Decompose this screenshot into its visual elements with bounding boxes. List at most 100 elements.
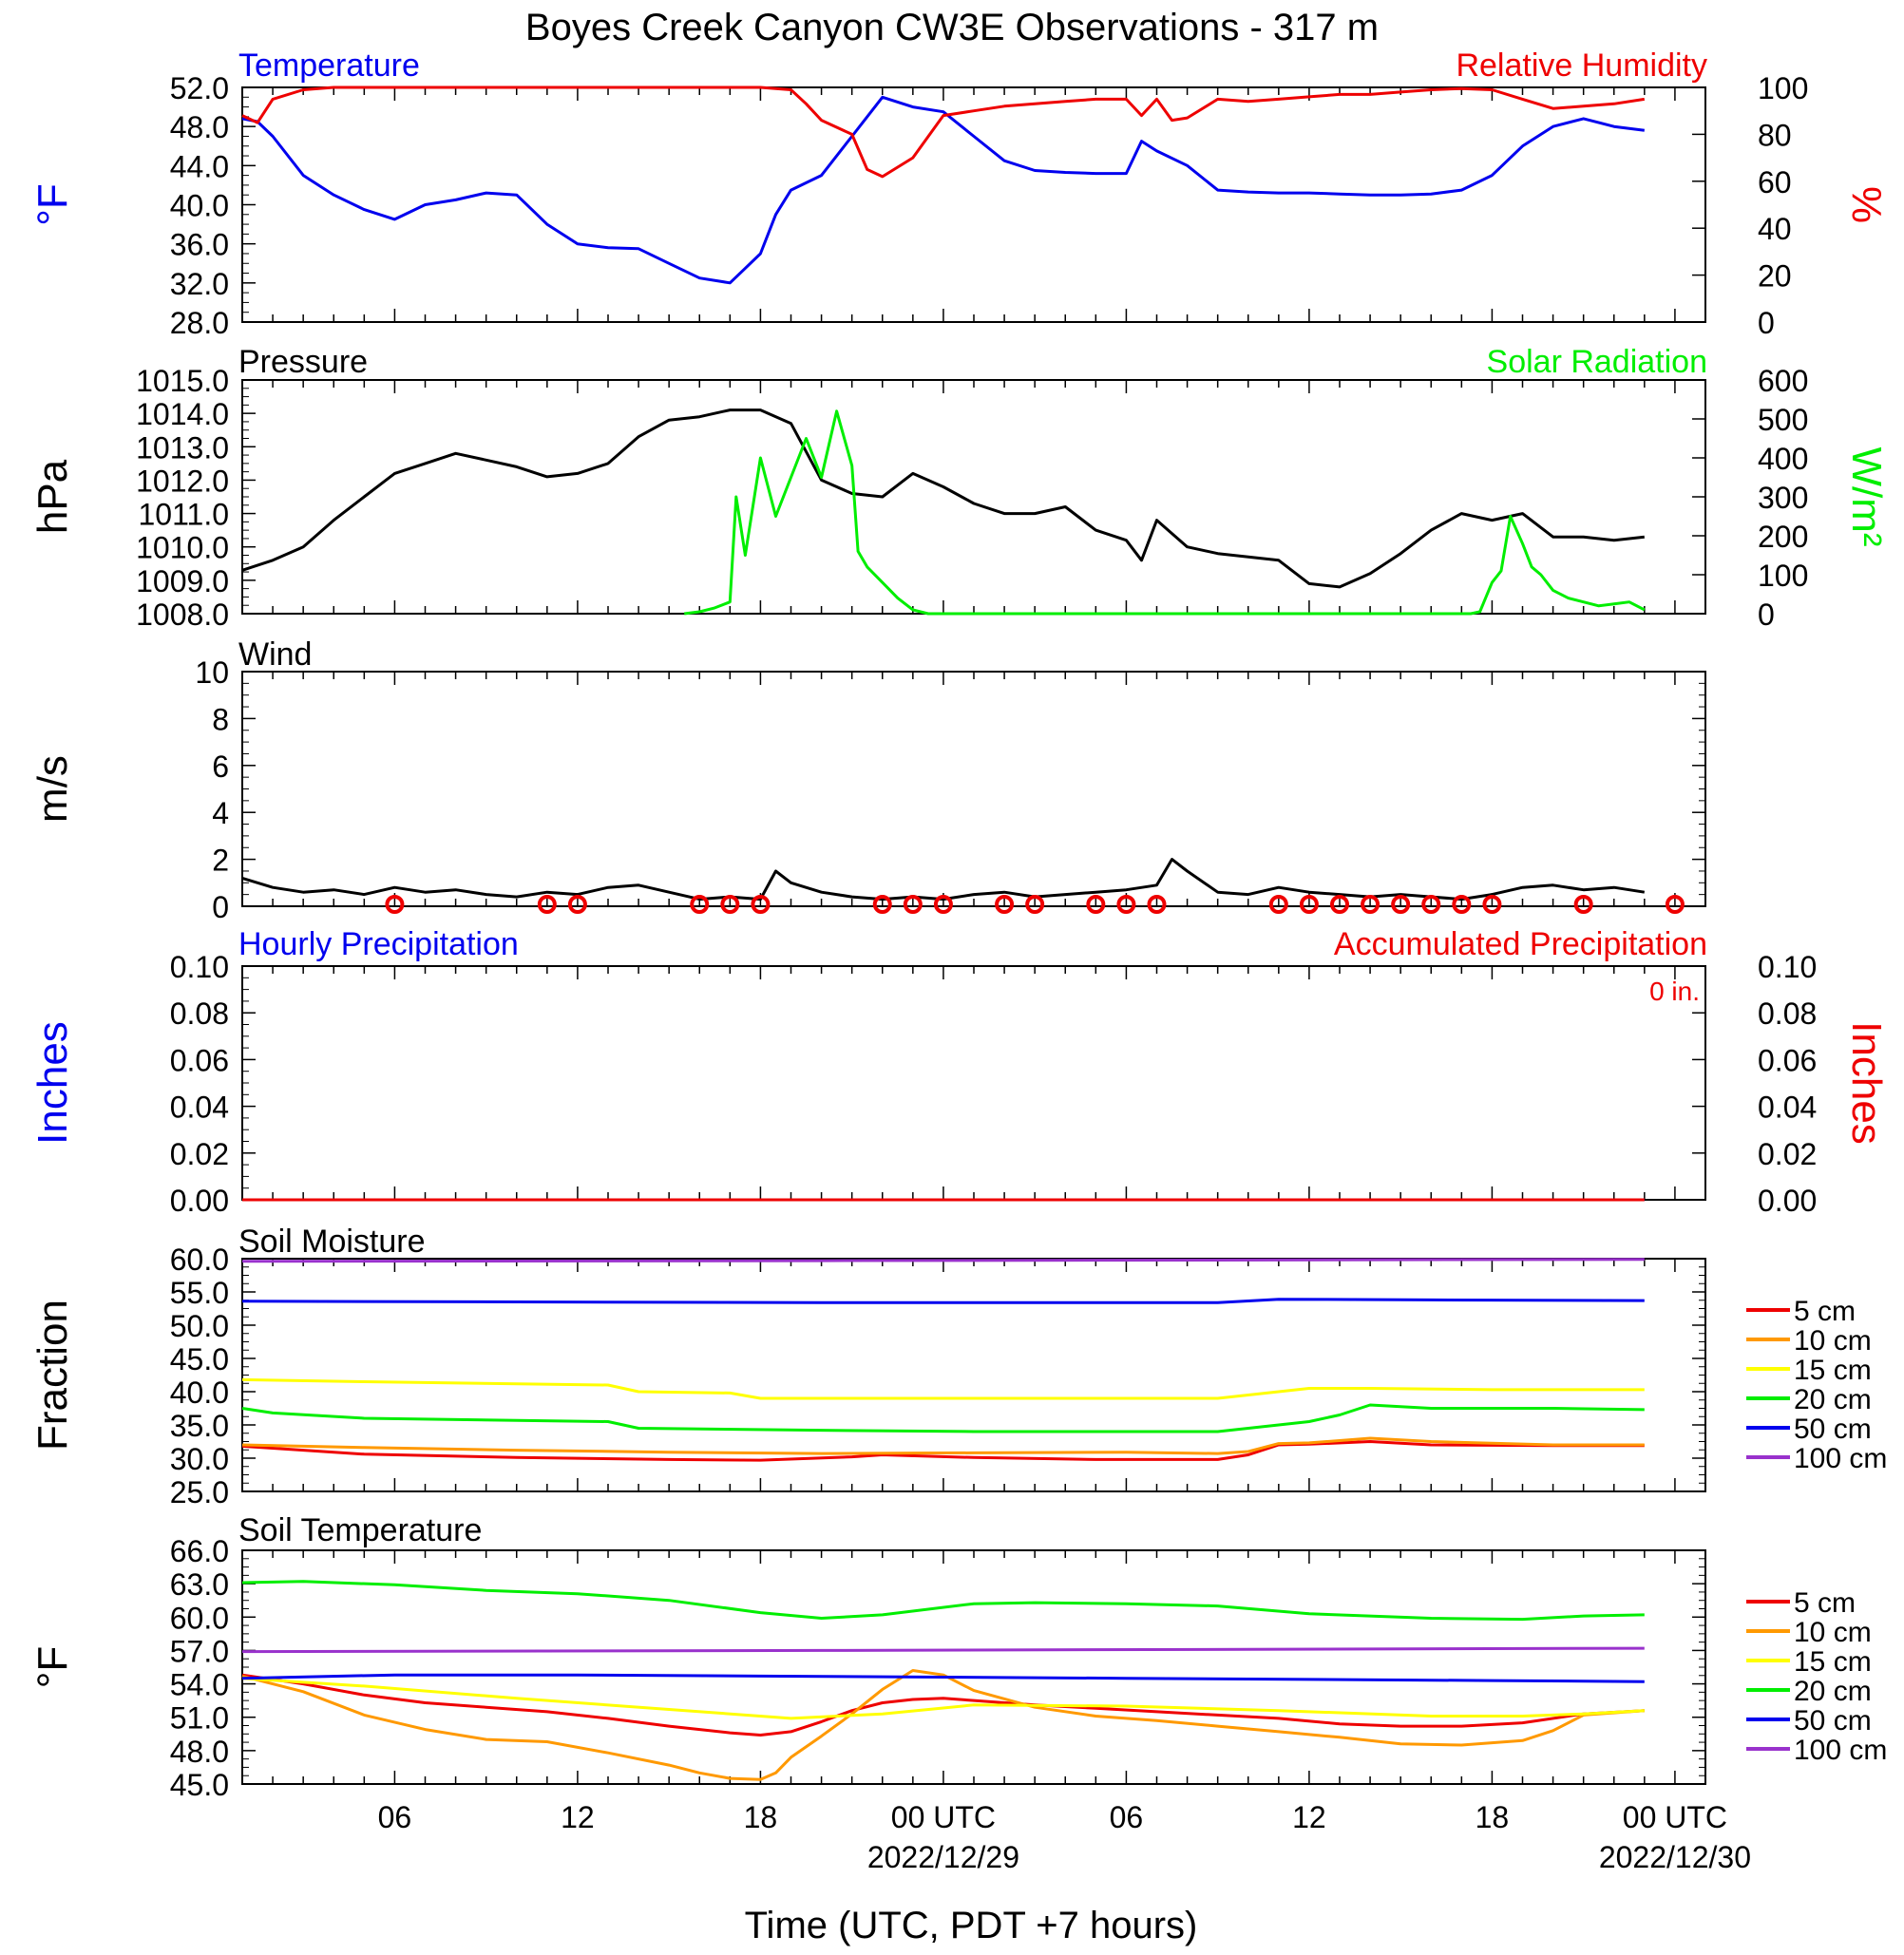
- y-tick-label: 10: [195, 655, 229, 690]
- series-line-15-cm: [241, 1377, 1645, 1400]
- x-tick-label: 18: [744, 1800, 778, 1834]
- panel-right-label: Accumulated Precipitation: [1334, 926, 1707, 962]
- y-tick-label: 35.0: [170, 1409, 229, 1443]
- x-tick-label: 06: [378, 1800, 412, 1834]
- y-right-tick-label: 0.02: [1758, 1137, 1817, 1171]
- y-tick-label: 0.04: [170, 1091, 229, 1125]
- y-tick-label: 0.02: [170, 1137, 229, 1171]
- y-tick-label: 4: [212, 796, 229, 830]
- plot-frame: [241, 379, 1706, 615]
- legend-label: 5 cm: [1794, 1587, 1856, 1619]
- wind-barb-marker: [385, 895, 405, 914]
- chart-title: Boyes Creek Canyon CW3E Observations - 3…: [525, 7, 1379, 48]
- series-line-10-cm: [241, 1669, 1645, 1781]
- plot-frame: [241, 965, 1706, 1201]
- y-tick-label: 6: [212, 750, 229, 784]
- y-right-tick-label: 100: [1758, 559, 1808, 593]
- wind-barb-marker: [1086, 895, 1106, 914]
- legend-label: 50 cm: [1794, 1705, 1872, 1737]
- y-tick-label: 50.0: [170, 1309, 229, 1343]
- y-right-tick-label: 20: [1758, 259, 1792, 294]
- y-tick-label: 1010.0: [136, 531, 229, 565]
- y-tick-label: 48.0: [170, 1735, 229, 1769]
- panel-left-label: Temperature: [238, 47, 420, 84]
- accum-note: 0 in.: [1649, 977, 1700, 1006]
- x-tick-label: 12: [561, 1800, 595, 1834]
- panel-left-label: Soil Temperature: [238, 1512, 482, 1548]
- wind-barb-marker: [1452, 895, 1472, 914]
- y-right-tick-label: 100: [1758, 71, 1808, 105]
- y-tick-label: 0: [212, 890, 229, 924]
- wind-barb-marker: [1147, 895, 1167, 914]
- series-line-5-cm: [241, 1673, 1645, 1737]
- wind-barb-marker: [1025, 895, 1045, 914]
- series-line-50-cm: [241, 1298, 1645, 1304]
- left-unit-label: Inches: [29, 1021, 76, 1145]
- y-right-tick-label: 500: [1758, 403, 1808, 437]
- panel-right-label: Solar Radiation: [1487, 344, 1707, 380]
- panel-left-label: Pressure: [238, 344, 368, 380]
- left-unit-label: hPa: [29, 459, 76, 534]
- wind-barb-marker: [1330, 895, 1349, 914]
- series-line-10-cm: [241, 1436, 1645, 1455]
- series-line-20-cm: [241, 1403, 1645, 1433]
- panel-left-label: Soil Moisture: [238, 1224, 426, 1260]
- y-tick-label: 55.0: [170, 1276, 229, 1310]
- right-unit-label: %: [1843, 186, 1890, 223]
- series-line-solar-radiation: [684, 409, 1646, 616]
- wind-barb-marker: [872, 895, 892, 914]
- plot-frame: [241, 671, 1706, 907]
- y-tick-label: 28.0: [170, 306, 229, 340]
- series-line-100-cm: [241, 1258, 1645, 1263]
- panel-soil_temp: 45.048.051.054.057.060.063.066.0 Soil Tem…: [29, 1512, 1887, 1802]
- series-line-pressure: [241, 408, 1645, 589]
- wind-barb-marker: [1391, 895, 1411, 914]
- x-date-label: 2022/12/29: [867, 1840, 1019, 1874]
- series-line-15-cm: [241, 1677, 1645, 1720]
- y-right-tick-label: 80: [1758, 118, 1792, 152]
- y-tick-label: 40.0: [170, 1376, 229, 1410]
- x-tick-label: 12: [1292, 1800, 1326, 1834]
- y-tick-label: 66.0: [170, 1534, 229, 1568]
- legend-label: 100 cm: [1794, 1443, 1887, 1474]
- legend-label: 50 cm: [1794, 1414, 1872, 1445]
- wind-barb-marker: [933, 895, 953, 914]
- y-tick-label: 60.0: [170, 1243, 229, 1277]
- y-right-tick-label: 0: [1758, 598, 1775, 632]
- y-right-tick-label: 0.06: [1758, 1043, 1817, 1077]
- x-date-label: 2022/12/30: [1599, 1840, 1751, 1874]
- y-right-tick-label: 60: [1758, 165, 1792, 199]
- y-tick-label: 36.0: [170, 228, 229, 262]
- y-tick-label: 52.0: [170, 71, 229, 105]
- panel-precip: 0.00 0.02 0.04 0.06 0.08 0.10 0.00 0.02 0.04 0.06…: [29, 926, 1890, 1218]
- x-tick-label: 06: [1110, 1800, 1144, 1834]
- y-right-tick-label: 40: [1758, 212, 1792, 246]
- y-tick-label: 60.0: [170, 1601, 229, 1635]
- y-tick-label: 0.06: [170, 1043, 229, 1077]
- panel-left-label: Wind: [238, 636, 312, 673]
- wind-barb-marker: [690, 895, 710, 914]
- series-line-50-cm: [241, 1673, 1645, 1683]
- y-tick-label: 1008.0: [136, 598, 229, 632]
- wind-barb-marker: [1573, 895, 1593, 914]
- wind-barb-marker: [567, 895, 587, 914]
- legend-label: 15 cm: [1794, 1646, 1872, 1678]
- wind-barb-marker: [1421, 895, 1441, 914]
- y-tick-label: 63.0: [170, 1567, 229, 1602]
- wind-barb-marker: [1665, 895, 1685, 914]
- y-tick-label: 45.0: [170, 1768, 229, 1802]
- wind-barb-marker: [751, 895, 771, 914]
- y-tick-label: 54.0: [170, 1668, 229, 1702]
- y-tick-label: 2: [212, 844, 229, 878]
- series-line-wind: [241, 858, 1646, 902]
- wind-barb-marker: [537, 895, 557, 914]
- right-unit-label: W/m²: [1843, 446, 1890, 546]
- panel-temp_rh: 28.0 32.0 36.0 40.0 44.0 48.0 52.0 0 20 40 60 80 100…: [29, 47, 1890, 340]
- panels-group: 28.032.036.040.044.048.052.0020406080100…: [29, 47, 1890, 1874]
- left-unit-label: m/s: [29, 755, 76, 823]
- y-right-tick-label: 600: [1758, 364, 1808, 398]
- legend-label: 15 cm: [1794, 1355, 1872, 1386]
- left-unit-label: °F: [29, 1646, 76, 1688]
- y-tick-label: 8: [212, 702, 229, 736]
